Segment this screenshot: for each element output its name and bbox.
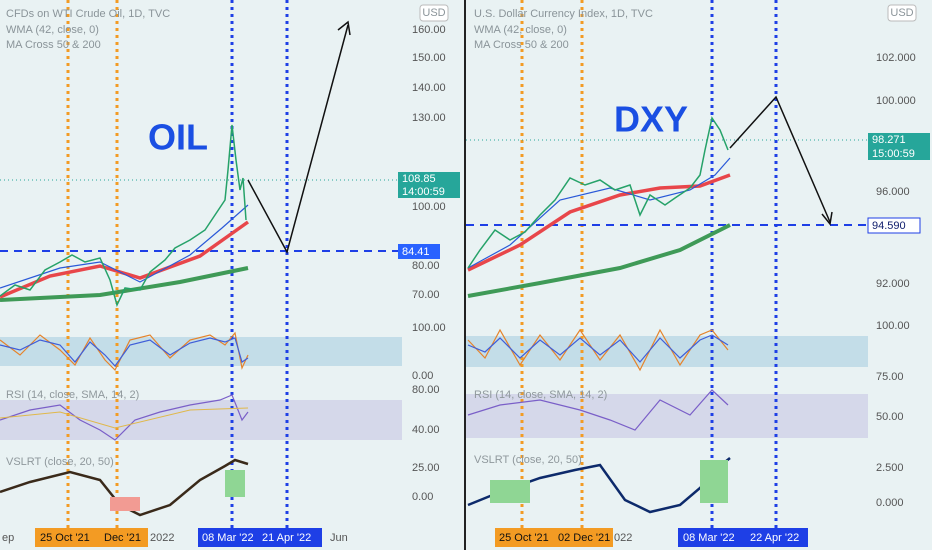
indicator-label: VSLRT (close, 20, 50) [474,454,582,466]
date-badge [258,528,322,547]
indicator-label: RSI (14, close, SMA, 14, 2) [6,389,139,401]
rsi-ma [0,407,249,429]
price-axis-label: 102.000 [876,52,916,64]
stoch [0,337,249,367]
price-axis-label: 130.00 [412,112,446,124]
last-price: 98.271 [872,134,906,146]
chart-label: OIL [148,117,208,158]
price-axis-label: 92.000 [876,278,910,290]
indicator-axis-label: 25.00 [412,462,440,474]
chart-title: U.S. Dollar Currency Index, 1D, TVC [474,8,653,20]
indicator-label: WMA (42, close, 0) [474,24,567,36]
wma [467,157,731,269]
price [0,124,247,308]
histogram [490,480,530,503]
indicator-axis-label: 80.00 [412,384,440,396]
date-label: 21 Apr '22 [262,532,311,544]
level-badge [867,217,921,234]
price-axis-label: 70.00 [412,289,440,301]
indicator-axis-label: 0.00 [412,370,433,382]
price-axis-label: 100.00 [412,201,446,213]
date-label: Dec '21 [104,532,141,544]
price-axis-label: 150.00 [412,52,446,64]
price-axis-label: 140.00 [412,82,446,94]
currency[interactable]: USD [890,7,913,19]
date-label: 25 Oct '21 [499,532,549,544]
indicator-axis-label: 75.00 [876,371,904,383]
countdown: 15:00:59 [872,148,915,160]
time-label: 2022 [150,532,174,544]
countdown: 14:00:59 [402,186,445,198]
date-badge [678,528,744,547]
arrow-head [337,20,351,36]
indicator-axis-label: 50.00 [876,411,904,423]
arrow-head [821,211,833,226]
rsi-band [0,400,402,440]
indicator-axis-label: 40.00 [412,424,440,436]
indicator-label: MA Cross 50 & 200 [6,39,101,51]
histogram [700,460,728,503]
ma-200 [467,223,731,298]
histogram [225,470,245,497]
date-label: 08 Mar '22 [202,532,254,544]
time-label: ep [2,532,14,544]
projection-arrow [247,24,349,255]
date-badge [35,528,110,547]
last-price-badge [398,172,460,198]
date-label: 25 Oct '21 [40,532,90,544]
date-badge [198,528,258,547]
currency-button[interactable] [887,4,917,22]
date-badge [100,528,148,547]
indicator-label: MA Cross 50 & 200 [474,39,569,51]
last-price-badge [868,133,930,160]
ma-50 [467,173,731,272]
date-label: 02 Dec '21 [558,532,610,544]
indicator-axis-label: 100.00 [412,322,446,334]
date-badge [555,528,613,547]
indicator-axis-label: 2.500 [876,462,904,474]
last-price: 108.85 [402,173,436,185]
chart-label: DXY [614,99,688,140]
osc-band [466,336,868,367]
price [467,116,729,269]
price-axis-label: 80.00 [412,260,440,272]
date-badge [744,528,808,547]
indicator-label: VSLRT (close, 20, 50) [6,456,114,468]
rsi [467,389,729,431]
ma-200 [0,266,249,302]
indicator-axis-label: 100.00 [876,320,910,332]
chart-title: CFDs on WTI Crude Oil, 1D, TVC [6,8,170,20]
histogram [110,497,140,511]
date-lines [66,0,778,530]
vslrt [0,458,249,517]
date-badge [495,528,555,547]
wma [0,204,249,289]
price-axis-label: 96.000 [876,186,910,198]
indicator-axis-label: 0.000 [876,497,904,509]
rsi [0,394,249,441]
indicator-label: WMA (42, close, 0) [6,24,99,36]
level-badge [398,244,440,259]
time-label: 022 [614,532,632,544]
level-price: 94.590 [872,220,906,232]
indicator-axis-label: 0.00 [412,491,433,503]
date-label: 22 Apr '22 [750,532,799,544]
osc-band [0,337,402,366]
level-price: 84.41 [402,246,430,258]
stoch [467,328,729,372]
price-axis-label: 100.000 [876,95,916,107]
price-axis-label: 160.00 [412,24,446,36]
currency[interactable]: USD [422,7,445,19]
date-label: 08 Mar '22 [683,532,735,544]
projection-arrow [729,95,831,223]
currency-button[interactable] [419,4,449,22]
time-label: Jun [330,532,348,544]
indicator-label: RSI (14, close, SMA, 14, 2) [474,389,607,401]
stoch [467,334,729,363]
